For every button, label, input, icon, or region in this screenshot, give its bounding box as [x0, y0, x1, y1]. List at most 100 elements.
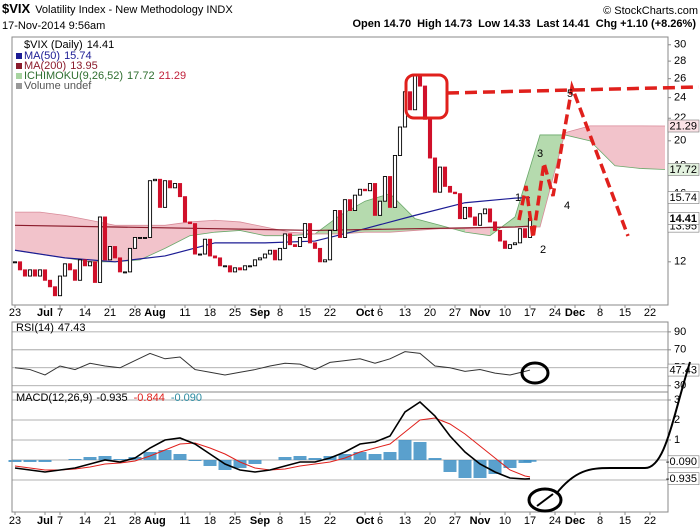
candle: [312, 242, 318, 249]
value-badge-label: 21.29: [669, 120, 697, 132]
histogram-bar: [98, 456, 112, 460]
header-date: 17-Nov-2014 9:56am: [2, 20, 105, 32]
rsi-line: [14, 351, 531, 376]
x-tick-label: 18: [204, 307, 216, 319]
candle: [222, 265, 228, 268]
candle: [467, 206, 473, 218]
x-tick-label: 13: [399, 307, 411, 319]
candle: [272, 249, 278, 261]
x-tick-label: 8: [597, 307, 603, 319]
histogram-bar: [233, 460, 247, 468]
candle: [242, 265, 248, 271]
y-tick-label: 26: [674, 73, 686, 85]
candle: [232, 267, 238, 273]
x-tick-label: 8: [277, 307, 283, 319]
candle: [357, 188, 363, 196]
text-part: Chg: [596, 18, 617, 30]
text-part: 14.41: [562, 18, 590, 30]
candle: [347, 199, 353, 211]
macd-projection: [555, 361, 691, 495]
candle: [257, 257, 263, 261]
candle: [72, 269, 78, 281]
x-tick-label: 15: [619, 307, 631, 319]
x-tick-label: 14: [79, 515, 91, 527]
candle: [97, 216, 103, 283]
candle: [212, 255, 218, 259]
candle: [152, 178, 158, 182]
cloud-segment: [65, 215, 90, 262]
x-tick-label: 28: [129, 515, 141, 527]
x-tick-label: 22: [324, 307, 336, 319]
x-tick-label: Oct: [356, 515, 375, 527]
value-badge: [667, 212, 700, 225]
text-part: $VIX (Daily): [24, 39, 83, 51]
candle: [417, 75, 423, 87]
histogram-bar: [38, 460, 52, 462]
x-tick-label: 13: [399, 515, 411, 527]
x-tick-label: 25: [229, 515, 241, 527]
candle: [277, 247, 283, 261]
candle: [157, 178, 163, 208]
cloud-segment: [465, 226, 490, 236]
rsi-panel: [12, 331, 668, 387]
header-title: $VIX Volatility Index - New Methodology I…: [2, 1, 233, 16]
text-part: 21.29: [159, 70, 187, 82]
x-tick-label: 8: [597, 515, 603, 527]
text-part: 14.70: [384, 18, 412, 30]
candle: [117, 257, 123, 273]
x-tick-label: 23: [9, 515, 21, 527]
wave-path: [517, 80, 630, 239]
candle: [372, 183, 378, 216]
histogram-bar: [338, 454, 352, 460]
candle: [102, 216, 108, 261]
x-tick-label: 7: [57, 307, 63, 319]
x-tick-label: 17: [524, 307, 536, 319]
candle: [432, 157, 438, 193]
value-badge: [667, 455, 700, 469]
x-tick-label: Aug: [144, 307, 165, 319]
legend-swatch: [16, 63, 22, 69]
histogram-bar: [398, 440, 412, 460]
x-tick-label: 7: [57, 515, 63, 527]
x-tick-label: 20: [424, 307, 436, 319]
macd-cross-mark: [536, 493, 554, 507]
candle: [507, 244, 513, 249]
text-part: Low: [478, 18, 500, 30]
histogram-bar: [203, 460, 217, 466]
x-tick-label: 27: [449, 515, 461, 527]
cloud-segment: [490, 216, 515, 236]
candle: [57, 275, 63, 297]
value-badge-label: 47.43: [669, 364, 697, 376]
text-part: Volatility Index - New Methodology INDX: [35, 4, 233, 16]
candle: [262, 253, 268, 259]
histogram-bar: [173, 454, 187, 460]
histogram-bar: [113, 459, 127, 460]
candle: [67, 263, 73, 271]
cloud-segment: [565, 125, 590, 141]
cloud-segment: [590, 125, 615, 166]
y-tick-label: 90: [674, 326, 686, 338]
x-tick-label: 15: [299, 307, 311, 319]
legend-entry: MA(50) 15.74: [24, 50, 92, 62]
candle: [397, 126, 403, 156]
candle: [107, 246, 113, 261]
candle: [87, 261, 93, 267]
x-tick-label: 17: [524, 515, 536, 527]
value-badge-label: 17.72: [669, 164, 697, 176]
histogram-bar: [68, 459, 82, 460]
candle: [442, 166, 448, 187]
histogram-bar: [278, 457, 292, 460]
wave-label: 2: [540, 244, 546, 256]
x-tick-label: 24: [549, 515, 561, 527]
histogram-bar: [443, 460, 457, 472]
candle: [217, 257, 223, 267]
histogram-bar: [218, 460, 232, 470]
candle: [427, 118, 433, 159]
candle: [147, 180, 153, 238]
histogram-bar: [308, 458, 322, 460]
candle: [352, 194, 358, 211]
x-tick-label: 24: [549, 307, 561, 319]
x-tick-label: 11: [179, 515, 190, 527]
histogram-bar: [83, 457, 97, 460]
x-tick-label: 25: [229, 307, 241, 319]
